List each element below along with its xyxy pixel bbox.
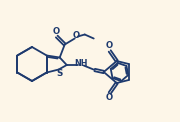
- Text: O: O: [52, 27, 59, 36]
- Text: O: O: [106, 41, 113, 51]
- Text: NH: NH: [74, 60, 87, 68]
- Text: O: O: [73, 31, 80, 40]
- Text: S: S: [57, 69, 63, 78]
- Text: O: O: [106, 93, 113, 102]
